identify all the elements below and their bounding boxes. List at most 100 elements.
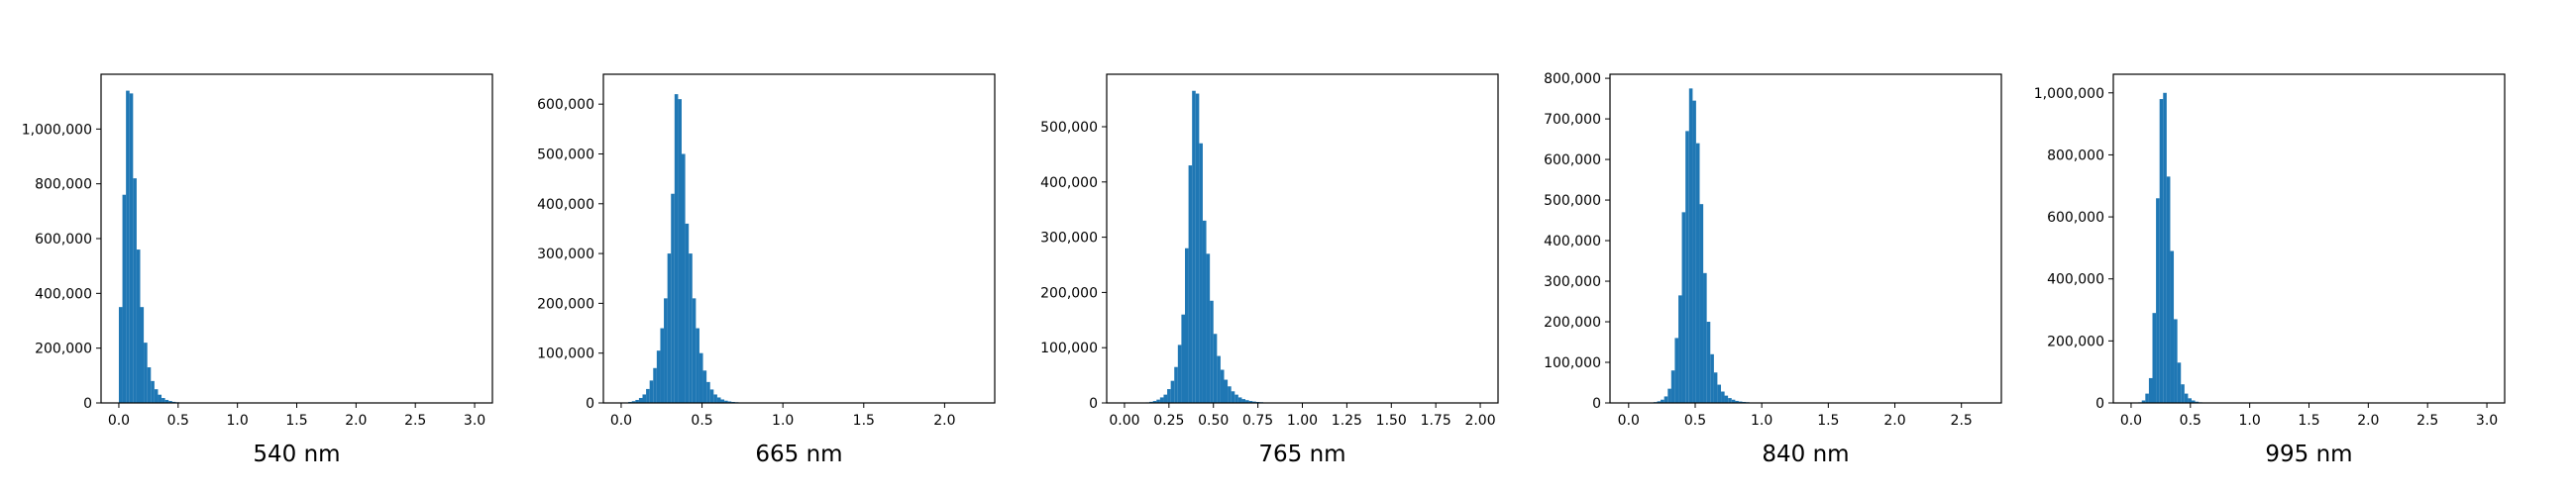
histogram-bar — [1706, 322, 1711, 403]
histogram-bar — [1681, 212, 1686, 403]
histogram-bar — [631, 401, 636, 403]
y-tick-label: 200,000 — [537, 296, 594, 312]
histogram-bar — [2174, 319, 2178, 403]
histogram-bar — [1245, 400, 1249, 403]
y-tick-label: 0 — [1592, 396, 1601, 412]
histogram-bar — [698, 352, 703, 403]
histogram-bar — [2156, 198, 2160, 403]
histogram-bar — [720, 399, 725, 403]
histogram-bar — [646, 388, 650, 403]
histogram-bar — [118, 307, 123, 403]
histogram-bar — [1177, 345, 1182, 403]
histogram-bar — [653, 367, 657, 403]
x-tick-label: 0.25 — [1153, 413, 1184, 429]
y-tick-label: 400,000 — [537, 197, 594, 213]
histogram-bar — [140, 307, 145, 403]
histogram-bar — [1664, 396, 1668, 403]
histogram-bar — [1234, 394, 1238, 403]
histogram-bar — [638, 397, 643, 403]
histogram-bar — [1163, 394, 1168, 403]
x-axis-label: 665 nm — [755, 442, 842, 467]
histogram-bar — [656, 350, 661, 403]
histogram-bar — [1685, 131, 1689, 403]
x-tick-label: 0.75 — [1242, 413, 1273, 429]
histogram-bar — [144, 343, 148, 403]
histogram-bar — [1159, 397, 1164, 403]
histogram-bar — [674, 94, 679, 404]
x-tick-label: 1.75 — [1421, 413, 1451, 429]
histogram-bar — [1703, 272, 1707, 403]
histogram-bar — [164, 399, 169, 403]
histogram-bar — [689, 253, 693, 403]
x-tick-label: 1.00 — [1287, 413, 1318, 429]
histogram-bar — [1721, 391, 1725, 403]
histogram-bar — [1670, 370, 1675, 403]
histogram-bar — [696, 328, 699, 403]
y-tick-label: 200,000 — [2047, 334, 2104, 349]
histogram-bar — [1661, 399, 1664, 403]
histogram-bar — [2152, 313, 2157, 403]
histogram-bar — [635, 399, 639, 403]
histogram-bar — [1710, 353, 1714, 403]
histogram-bar — [1213, 334, 1218, 403]
histogram-bar — [2159, 99, 2164, 403]
x-tick-label: 2.0 — [1883, 413, 1905, 429]
histogram-bar — [1678, 295, 1682, 403]
histogram-bar — [671, 193, 675, 403]
y-tick-label: 800,000 — [1544, 71, 1601, 87]
histogram-bar — [1206, 253, 1211, 403]
histogram-bar — [2181, 384, 2185, 403]
histogram-bar — [713, 394, 717, 403]
histogram-bar — [1188, 165, 1193, 403]
x-tick-label: 0.5 — [2180, 413, 2201, 429]
histogram-panel-1: 0.0 0.5 1.0 1.5 2.0 2.5 3.0 0 200,000 400,000 600,… — [22, 73, 493, 467]
x-tick-label: 0.0 — [1618, 413, 1640, 429]
histogram-bar — [1713, 372, 1718, 403]
histogram-bar — [709, 389, 714, 403]
histogram-bar — [1731, 399, 1736, 403]
x-tick-label: 0.0 — [2120, 413, 2142, 429]
histogram-bar — [1738, 401, 1743, 403]
x-axis-label: 765 nm — [1258, 442, 1345, 467]
y-tick-label: 100,000 — [537, 346, 594, 362]
x-tick-label: 1.5 — [285, 413, 307, 429]
x-tick-label: 2.0 — [345, 413, 367, 429]
histogram-bar — [1674, 338, 1679, 403]
histogram-bar — [1202, 220, 1207, 403]
histogram-bar — [667, 253, 672, 403]
histogram-bar — [664, 298, 668, 403]
histogram-bar — [2166, 176, 2171, 403]
histogram-bar — [678, 99, 682, 404]
x-tick-label: 1.5 — [1817, 413, 1839, 429]
x-tick-label: 0.5 — [167, 413, 189, 429]
histogram-bar — [1688, 88, 1693, 403]
x-tick-label: 0.5 — [1684, 413, 1706, 429]
x-tick-label: 2.5 — [404, 413, 426, 429]
x-tick-label: 2.0 — [2357, 413, 2379, 429]
histogram-bar — [2163, 92, 2167, 403]
histogram-bar — [1735, 400, 1739, 403]
histogram-bar — [1728, 398, 1732, 403]
histogram-bar — [2188, 398, 2192, 403]
y-tick-label: 300,000 — [537, 247, 594, 262]
y-tick-label: 0 — [2095, 396, 2104, 412]
histogram-bar — [1170, 380, 1175, 403]
y-tick-label: 300,000 — [1544, 274, 1601, 290]
histogram-bar — [126, 90, 130, 403]
histogram-bar — [1220, 369, 1225, 403]
histogram-bar — [2184, 393, 2189, 403]
x-tick-label: 1.5 — [2298, 413, 2319, 429]
histogram-bar — [2148, 377, 2153, 403]
x-tick-label: 1.0 — [1751, 413, 1772, 429]
x-axis-label: 540 nm — [253, 442, 340, 467]
y-tick-label: 400,000 — [1040, 175, 1098, 191]
histogram-bar — [685, 223, 690, 403]
y-tick-label: 700,000 — [1544, 112, 1601, 128]
histogram-bar — [727, 401, 732, 403]
x-axis-label: 995 nm — [2265, 442, 2352, 467]
y-tick-label: 500,000 — [1040, 120, 1098, 136]
histogram-bar — [154, 389, 159, 403]
x-tick-label: 1.25 — [1332, 413, 1362, 429]
y-tick-label: 1,000,000 — [2034, 86, 2104, 102]
